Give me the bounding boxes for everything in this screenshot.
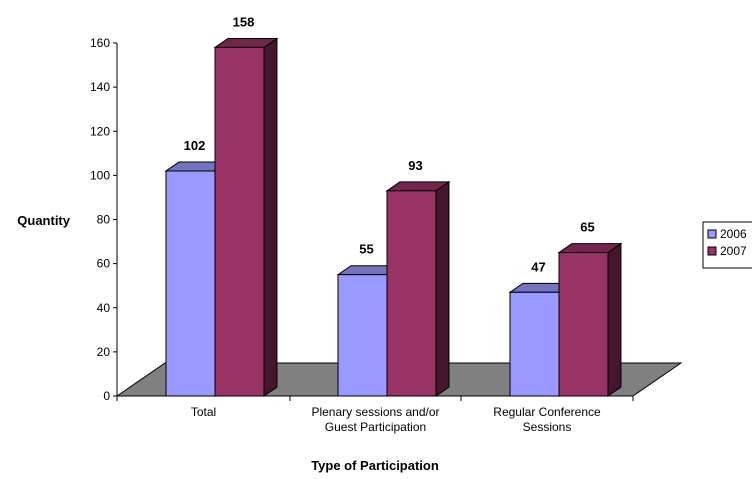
legend-label: 2006 xyxy=(720,227,747,241)
bar-side-face xyxy=(435,180,450,397)
y-tick-label: 120 xyxy=(90,124,110,138)
y-tick-label: 40 xyxy=(97,301,111,315)
bar-front-face xyxy=(214,46,265,397)
x-tick-label: Plenary sessions and/or Guest Participati… xyxy=(311,405,439,434)
y-tick-label: 80 xyxy=(97,213,111,227)
y-tick-label: 140 xyxy=(90,80,110,94)
data-label: 55 xyxy=(359,242,373,257)
legend: 2006 2007 xyxy=(702,221,752,269)
bar xyxy=(385,180,451,397)
bar xyxy=(557,242,623,397)
bar-front-face xyxy=(558,252,609,397)
data-label: 93 xyxy=(408,158,422,173)
y-tick-label: 60 xyxy=(97,257,111,271)
bar-front-face xyxy=(386,190,437,397)
y-tick-label: 160 xyxy=(90,36,110,50)
legend-swatch xyxy=(707,246,717,256)
bar-front-face xyxy=(509,291,560,397)
bar xyxy=(213,37,279,397)
data-label: 158 xyxy=(233,15,255,30)
y-axis-label: Quantity xyxy=(17,213,70,228)
legend-swatch xyxy=(707,229,717,239)
bar-front-face xyxy=(337,274,388,397)
y-tick-label: 0 xyxy=(103,389,110,403)
bar-front-face xyxy=(165,170,216,397)
legend-label: 2007 xyxy=(720,244,747,258)
data-label: 65 xyxy=(580,220,594,235)
x-tick-label: Regular Conference Sessions xyxy=(493,405,601,434)
bar-side-face xyxy=(263,37,278,397)
y-tick-label: 100 xyxy=(90,168,110,182)
data-label: 102 xyxy=(184,138,206,153)
bar-side-face xyxy=(607,242,622,397)
x-axis-label: Type of Participation xyxy=(311,458,439,473)
y-tick-label: 20 xyxy=(97,345,111,359)
data-label: 47 xyxy=(531,259,545,274)
x-tick-label: Total xyxy=(191,405,216,419)
